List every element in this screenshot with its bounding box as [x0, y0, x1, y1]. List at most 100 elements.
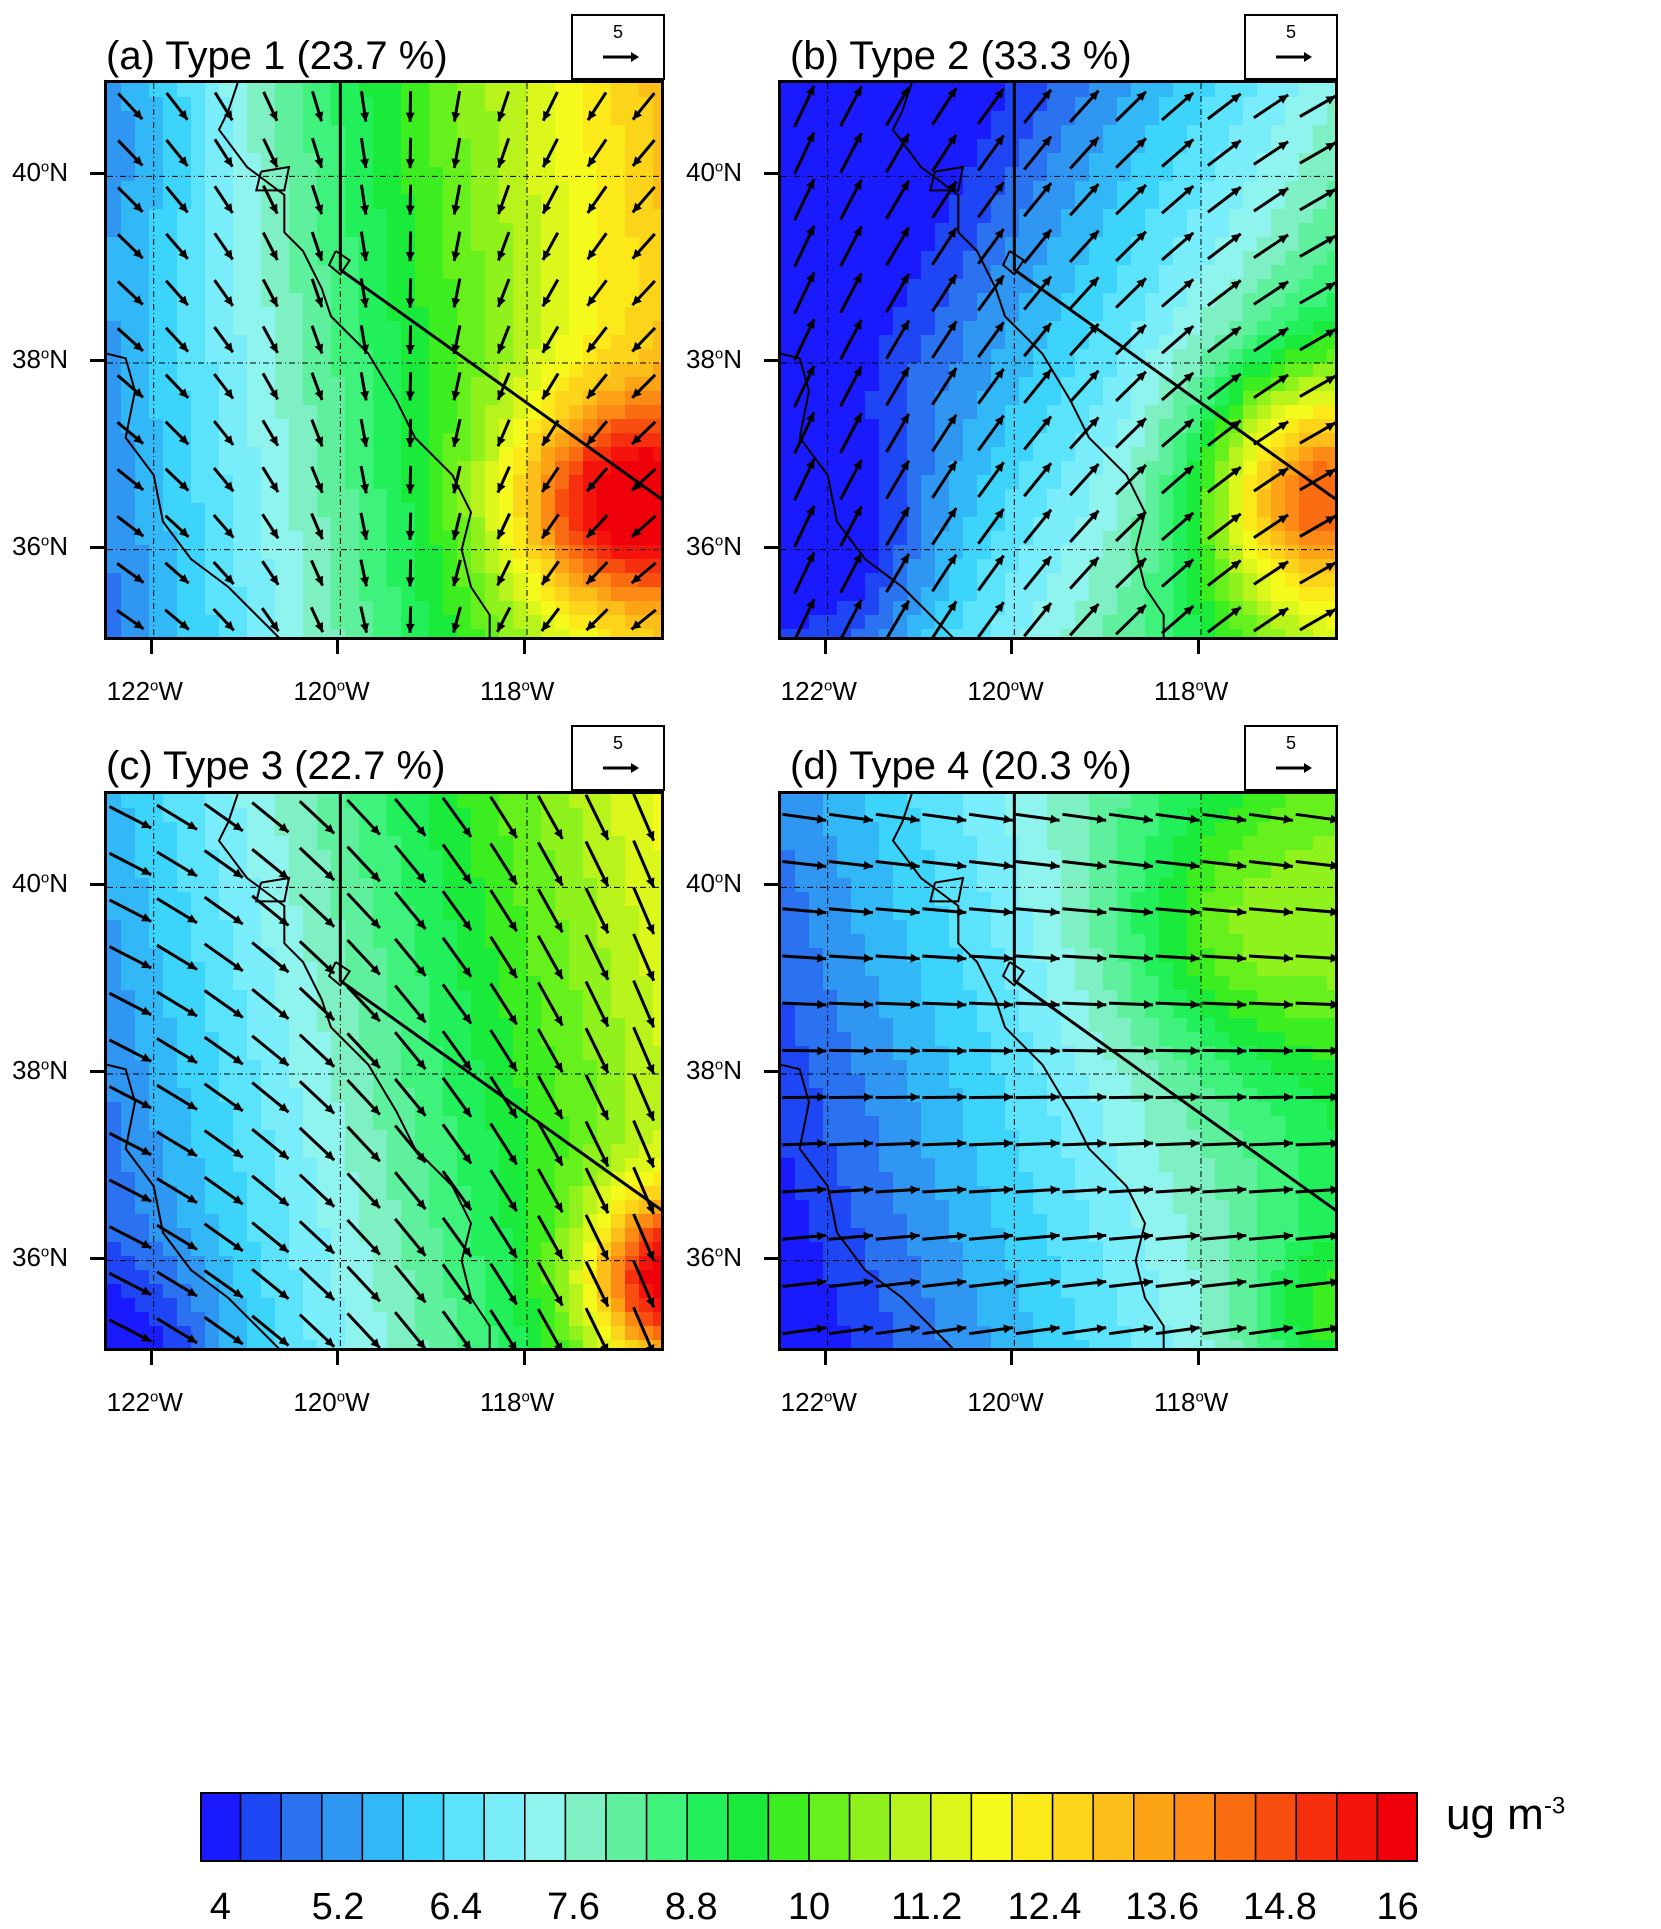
concentration-cell — [1271, 489, 1286, 504]
concentration-cell — [555, 850, 570, 865]
concentration-cell — [205, 363, 220, 378]
concentration-cell — [163, 251, 178, 266]
concentration-cell — [1299, 419, 1314, 434]
concentration-cell — [1005, 629, 1020, 640]
concentration-cell — [303, 83, 318, 98]
concentration-cell — [289, 878, 304, 893]
concentration-cell — [625, 265, 640, 280]
concentration-cell — [233, 251, 248, 266]
concentration-cell — [781, 209, 796, 224]
concentration-cell — [471, 265, 486, 280]
concentration-cell — [289, 307, 304, 322]
concentration-cell — [429, 587, 444, 602]
concentration-cell — [289, 1298, 304, 1313]
concentration-cell — [1313, 167, 1328, 182]
concentration-cell — [879, 265, 894, 280]
concentration-cell — [1187, 349, 1202, 364]
concentration-cell — [107, 1242, 122, 1257]
concentration-cell — [205, 167, 220, 182]
concentration-cell — [963, 251, 978, 266]
concentration-cell — [429, 83, 444, 98]
concentration-cell — [191, 349, 206, 364]
concentration-cell — [1271, 153, 1286, 168]
concentration-cell — [373, 573, 388, 588]
concentration-cell — [401, 587, 416, 602]
concentration-cell — [879, 237, 894, 252]
concentration-cell — [851, 153, 866, 168]
concentration-cell — [247, 822, 262, 837]
concentration-cell — [233, 1116, 248, 1131]
concentration-cell — [289, 1242, 304, 1257]
concentration-cell — [1187, 433, 1202, 448]
concentration-cell — [233, 573, 248, 588]
concentration-cell — [583, 279, 598, 294]
concentration-cell — [1229, 433, 1244, 448]
concentration-cell — [373, 615, 388, 630]
concentration-cell — [583, 307, 598, 322]
concentration-cell — [555, 892, 570, 907]
concentration-cell — [359, 1032, 374, 1047]
concentration-cell — [795, 83, 810, 98]
concentration-cell — [991, 573, 1006, 588]
concentration-cell — [177, 1130, 192, 1145]
concentration-cell — [471, 878, 486, 893]
concentration-cell — [569, 990, 584, 1005]
concentration-cell — [823, 587, 838, 602]
concentration-cell — [107, 1158, 122, 1173]
concentration-cell — [261, 307, 276, 322]
concentration-cell — [163, 265, 178, 280]
concentration-cell — [247, 1256, 262, 1271]
concentration-cell — [401, 363, 416, 378]
concentration-cell — [135, 97, 150, 112]
concentration-cell — [345, 1298, 360, 1313]
concentration-cell — [457, 405, 472, 420]
concentration-cell — [387, 920, 402, 935]
concentration-cell — [569, 1102, 584, 1117]
concentration-cell — [583, 629, 598, 640]
concentration-cell — [373, 125, 388, 140]
concentration-cell — [387, 559, 402, 574]
concentration-cell — [1061, 447, 1076, 462]
concentration-cell — [569, 1116, 584, 1131]
concentration-cell — [921, 461, 936, 476]
concentration-cell — [1187, 335, 1202, 350]
concentration-cell — [569, 934, 584, 949]
concentration-cell — [1047, 97, 1062, 112]
concentration-cell — [247, 251, 262, 266]
concentration-cell — [865, 419, 880, 434]
concentration-cell — [569, 1172, 584, 1187]
concentration-cell — [653, 153, 664, 168]
concentration-cell — [527, 1228, 542, 1243]
concentration-cell — [809, 335, 824, 350]
concentration-cell — [1019, 363, 1034, 378]
concentration-cell — [921, 195, 936, 210]
concentration-cell — [1145, 153, 1160, 168]
concentration-cell — [275, 265, 290, 280]
concentration-cell — [527, 293, 542, 308]
concentration-cell — [373, 836, 388, 851]
concentration-cell — [1075, 265, 1090, 280]
concentration-cell — [485, 153, 500, 168]
concentration-cell — [1089, 573, 1104, 588]
concentration-cell — [1131, 209, 1146, 224]
concentration-cell — [569, 125, 584, 140]
concentration-cell — [555, 475, 570, 490]
concentration-cell — [317, 321, 332, 336]
concentration-cell — [963, 265, 978, 280]
concentration-cell — [879, 125, 894, 140]
concentration-cell — [569, 293, 584, 308]
concentration-cell — [107, 1102, 122, 1117]
concentration-cell — [471, 1018, 486, 1033]
concentration-cell — [275, 1270, 290, 1285]
concentration-cell — [597, 293, 612, 308]
concentration-cell — [1005, 335, 1020, 350]
concentration-cell — [401, 167, 416, 182]
concentration-cell — [865, 223, 880, 238]
concentration-cell — [1201, 307, 1216, 322]
concentration-cell — [415, 587, 430, 602]
concentration-cell — [907, 363, 922, 378]
concentration-cell — [1229, 251, 1244, 266]
concentration-cell — [247, 265, 262, 280]
concentration-cell — [163, 349, 178, 364]
concentration-cell — [219, 447, 234, 462]
